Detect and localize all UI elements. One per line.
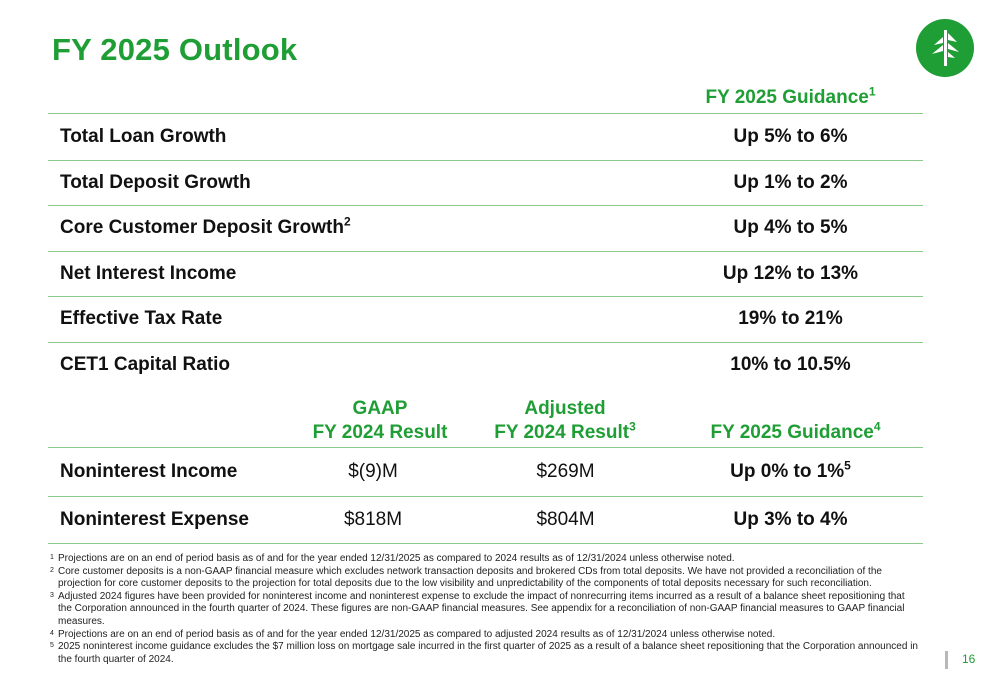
table-row: Effective Tax Rate 19% to 21% <box>48 296 923 341</box>
table-divider <box>48 205 923 206</box>
table-row: Noninterest Expense $818M $804M Up 3% to 4% <box>48 496 923 544</box>
table-divider <box>48 447 923 448</box>
table-row: CET1 Capital Ratio 10% to 10.5% <box>48 342 923 387</box>
page-title: FY 2025 Outlook <box>52 32 298 67</box>
gaap-column-header: GAAP FY 2024 Result <box>312 398 448 443</box>
gaap-value: $818M <box>343 508 403 530</box>
row-label: Noninterest Income <box>60 461 238 482</box>
guidance-value: 10% to 10.5% <box>730 353 851 375</box>
guidance2-column-header: FY 2025 Guidance4 <box>710 419 881 443</box>
footnote: 3 Adjusted 2024 figures have been provide… <box>50 591 920 629</box>
guidance-value: 19% to 21% <box>738 308 843 329</box>
row-label: Total Loan Growth <box>60 126 227 147</box>
footnote: 5 2025 noninterest income guidance exclud… <box>50 641 920 666</box>
table-divider <box>48 113 923 114</box>
table-row: Net Interest Income Up 12% to 13% <box>48 251 923 296</box>
footnote-number: 2 <box>50 566 54 574</box>
footnote: 2 Core customer deposits is a non-GAAP fi… <box>50 566 920 591</box>
adjusted-column-header: Adjusted FY 2024 Result3 <box>494 398 636 443</box>
footnote-text: Core customer deposits is a non-GAAP fin… <box>58 565 882 590</box>
table-divider <box>48 495 923 497</box>
footnote-number: 4 <box>50 629 54 637</box>
guidance-value: Up 3% to 4% <box>733 508 848 530</box>
guidance-value: Up 5% to 6% <box>733 126 848 147</box>
footnote: 1 Projections are on an end of period bas… <box>50 553 920 566</box>
table-divider <box>48 159 923 161</box>
footnote-number: 1 <box>50 554 54 561</box>
footnote-text: 2025 noninterest income guidance exclude… <box>58 641 918 665</box>
row-label: Total Deposit Growth <box>60 171 251 193</box>
footnote-text: Projections are on an end of period basi… <box>58 628 776 640</box>
guidance-value: Up 1% to 2% <box>733 171 848 193</box>
table-row: Core Customer Deposit Growth2 Up 4% to 5% <box>48 205 923 250</box>
footnotes: 1 Projections are on an end of period bas… <box>50 553 920 666</box>
footnote-number: 3 <box>50 591 54 599</box>
guidance-value: Up 12% to 13% <box>722 262 859 284</box>
footnote-text: Projections are on an end of period basi… <box>58 553 735 564</box>
guidance-value: Up 4% to 5% <box>733 217 848 238</box>
guidance-column-header: FY 2025 Guidance1 <box>705 84 876 108</box>
table-divider <box>48 341 923 343</box>
page-number: 16 <box>962 652 976 666</box>
footnote: 4 Projections are on an end of period bas… <box>50 629 920 642</box>
adjusted-value: $804M <box>536 508 595 530</box>
row-label: Net Interest Income <box>60 262 237 284</box>
tree-logo-icon <box>916 19 974 77</box>
page-divider <box>945 651 948 669</box>
row-label: CET1 Capital Ratio <box>60 353 230 375</box>
footnote-number: 5 <box>50 642 54 650</box>
table-divider <box>48 543 923 544</box>
table-row: Noninterest Income $(9)M $269M Up 0% to 1%5 <box>48 448 923 496</box>
adjusted-value: $269M <box>536 461 595 482</box>
table-divider <box>48 250 923 252</box>
table-row: Total Deposit Growth Up 1% to 2% <box>48 160 923 205</box>
row-label: Effective Tax Rate <box>60 308 223 329</box>
guidance-value: Up 0% to 1%5 <box>730 458 851 482</box>
row-label: Noninterest Expense <box>60 508 249 530</box>
gaap-value: $(9)M <box>348 461 398 482</box>
footnote-text: Adjusted 2024 figures have been provided… <box>58 590 905 627</box>
row-label: Core Customer Deposit Growth2 <box>60 214 351 238</box>
table-row: Total Loan Growth Up 5% to 6% <box>48 114 923 159</box>
table-divider <box>48 296 923 297</box>
